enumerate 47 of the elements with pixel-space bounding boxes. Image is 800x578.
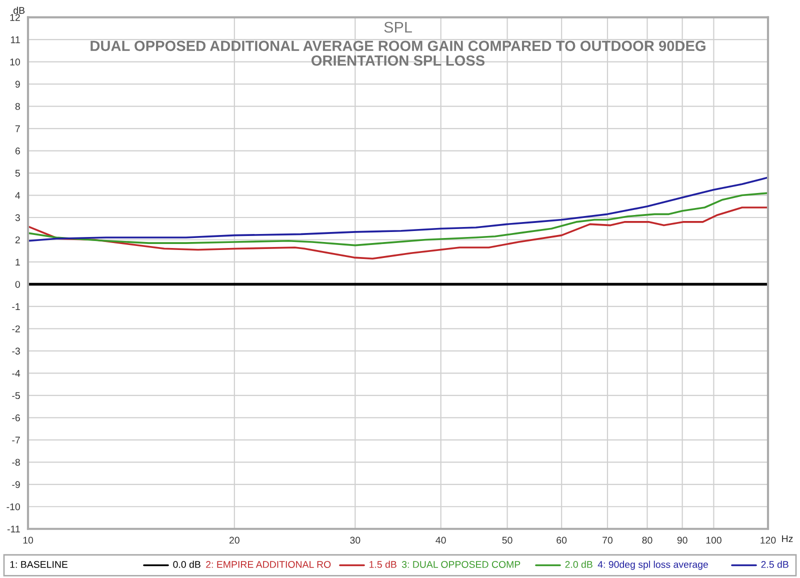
x-tick-label: 100 — [706, 536, 722, 544]
x-axis-title: Hz — [782, 535, 793, 542]
x-tick-label: 20 — [230, 536, 240, 544]
y-tick-label: 11 — [11, 36, 20, 44]
y-tick-label: -5 — [12, 392, 20, 400]
y-tick-label: 2 — [15, 236, 20, 244]
text: 2.0 dB — [565, 560, 592, 568]
y-tick-label: -3 — [12, 348, 20, 355]
legend-label: 2: EMPIRE ADDITIONAL RO — [206, 561, 331, 568]
text: 4: 90deg spl loss average — [598, 560, 708, 570]
y-tick-label: -4 — [12, 370, 20, 377]
x-tick-label: 40 — [436, 536, 446, 544]
y-tick-label: 5 — [15, 170, 20, 177]
x-tick-label: 70 — [602, 536, 613, 544]
y-tick-label: -7 — [12, 436, 20, 444]
y-axis-title: dB — [14, 6, 25, 14]
legend-label: 3: DUAL OPPOSED COMP — [402, 561, 520, 568]
x-tick-label: 30 — [350, 536, 360, 544]
y-tick-label: -11 — [7, 526, 20, 532]
text: 1.5 dB — [370, 560, 396, 568]
x-tick-label: 120 — [760, 536, 776, 544]
y-tick-label: 4 — [15, 192, 20, 199]
y-tick-label: 7 — [15, 125, 20, 132]
x-tick-label: 10 — [23, 536, 34, 544]
y-tick-label: -8 — [12, 458, 20, 466]
x-tick-label: 80 — [642, 536, 652, 544]
y-tick-label: 9 — [15, 80, 20, 88]
y-tick-label: 8 — [15, 103, 20, 110]
text: DUAL OPPOSED ADDITIONAL AVERAGE ROOM GAIN COMPARED TO OUTDOOR 90DEG ORIENTATION SPL LOSS — [90, 40, 706, 66]
y-tick-label: -1 — [12, 303, 20, 310]
text: 0.0 dB — [173, 560, 200, 568]
text: 1: BASELINE — [10, 561, 68, 568]
y-tick-label: -10 — [6, 503, 20, 510]
y-tick-label: 10 — [10, 58, 20, 66]
y-tick-label: 0 — [15, 280, 20, 288]
x-tick-label: 90 — [677, 536, 688, 544]
y-tick-label: -9 — [12, 481, 20, 488]
y-tick-label: 12 — [10, 14, 20, 21]
x-tick-label: 50 — [502, 536, 512, 544]
y-tick-label: 1 — [16, 258, 20, 266]
text: 2.5 dB — [761, 560, 788, 568]
y-tick-label: 3 — [15, 214, 20, 222]
x-tick-label: 60 — [556, 536, 567, 544]
y-tick-label: -2 — [12, 325, 20, 332]
y-tick-label: -6 — [12, 414, 20, 422]
y-tick-label: 6 — [15, 148, 20, 154]
chart-title: SPL — [384, 22, 412, 33]
